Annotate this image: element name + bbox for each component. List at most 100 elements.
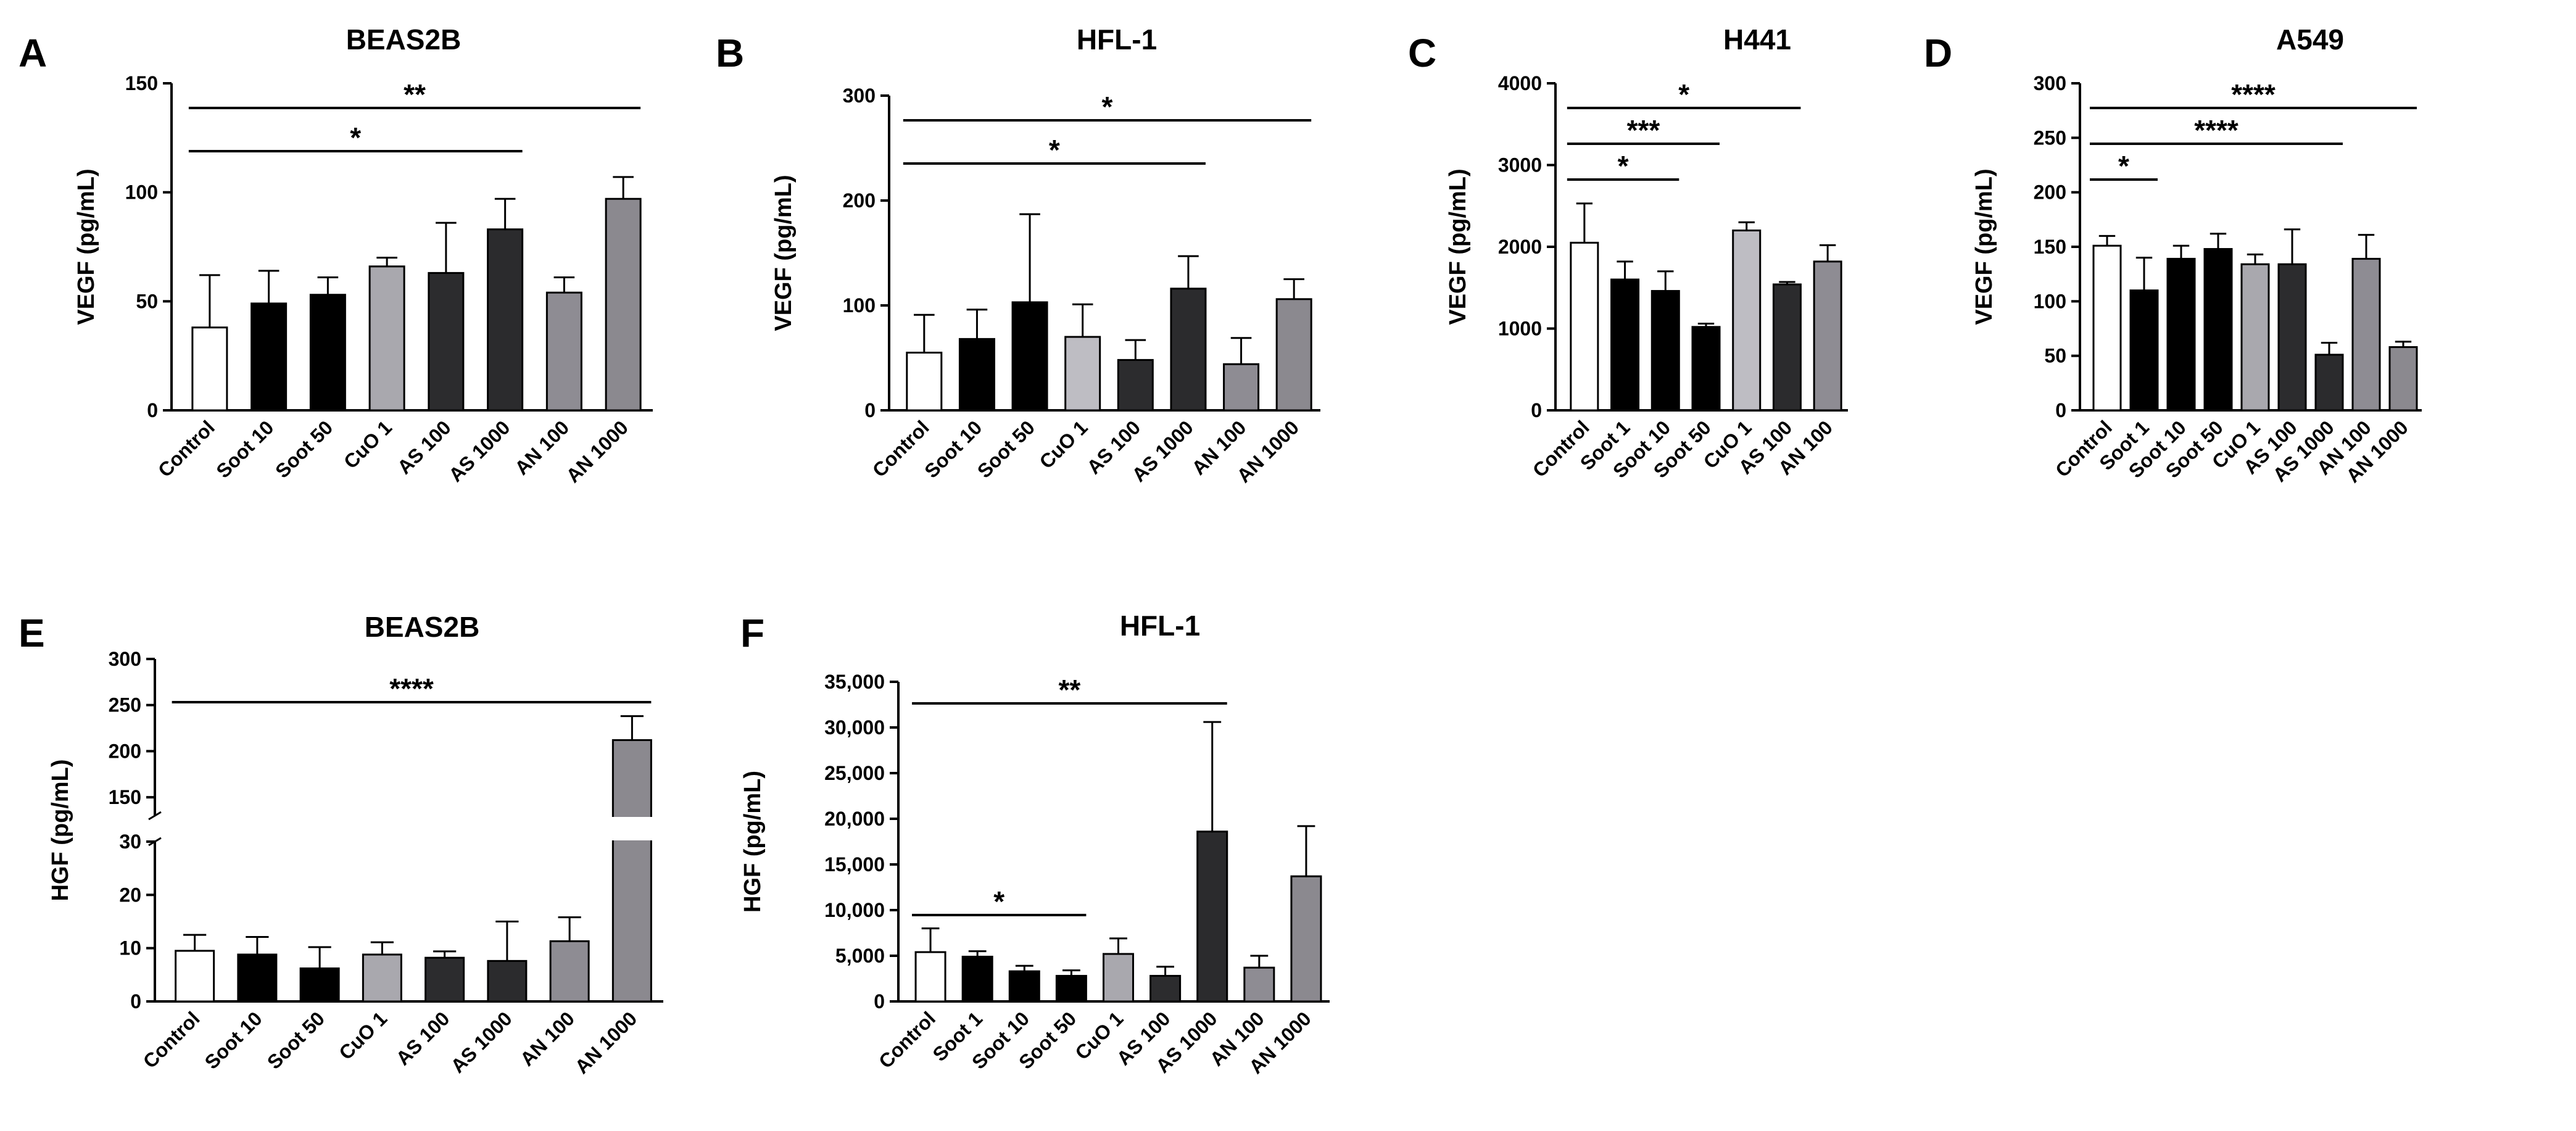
x-tick-label: Soot 10 — [920, 416, 986, 482]
y-tick-label: 200 — [2034, 181, 2066, 204]
x-tick-label: CuO 1 — [334, 1007, 391, 1064]
bar-5 — [1170, 288, 1207, 412]
y-tick-label: 100 — [2034, 290, 2066, 312]
bar-8 — [2388, 346, 2418, 412]
panel-label: A — [19, 31, 47, 75]
x-tick-label: Control — [868, 416, 934, 481]
bar-7 — [611, 739, 652, 1003]
bar-4 — [1732, 230, 1762, 412]
y-tick-label: 150 — [125, 72, 158, 94]
bar-1 — [1610, 278, 1640, 412]
y-axis-label: VEGF (pg/mL) — [1971, 168, 1997, 325]
bar-7 — [1275, 298, 1312, 412]
bar-4 — [1117, 358, 1154, 412]
significance-label: * — [1049, 134, 1060, 166]
x-tick-label: CuO 1 — [339, 416, 396, 473]
chart-title: BEAS2B — [365, 611, 480, 643]
significance-label: * — [1618, 150, 1629, 182]
y-tick-label: 300 — [2034, 72, 2066, 94]
significance-label: *** — [1627, 114, 1660, 146]
bar-3 — [368, 265, 405, 412]
bar-0 — [191, 326, 228, 412]
x-tick-label: Control — [154, 416, 219, 481]
bar-5 — [1772, 283, 1802, 412]
y-tick-label: 300 — [843, 85, 876, 107]
panel-label: B — [716, 31, 744, 75]
chart-title: HFL-1 — [1120, 610, 1200, 642]
bar-0 — [175, 950, 215, 1003]
chart-title: H441 — [1723, 23, 1791, 56]
bar-2 — [1650, 290, 1680, 412]
y-tick-label: 0 — [864, 399, 876, 421]
significance-label: * — [2118, 150, 2129, 182]
y-tick-label: 150 — [109, 786, 141, 808]
significance-label: **** — [389, 673, 434, 705]
axis-break-mark — [148, 811, 162, 821]
bar-6 — [1813, 260, 1842, 412]
x-tick-label: AS 1000 — [446, 1007, 516, 1077]
x-tick-label: AN 1000 — [571, 1007, 642, 1078]
bar-1 — [2129, 289, 2159, 412]
bar-4 — [2240, 263, 2270, 412]
x-tick-label: Soot 10 — [201, 1007, 267, 1073]
bar-7 — [605, 197, 642, 412]
y-tick-label: 25,000 — [824, 762, 885, 784]
y-tick-label: 5,000 — [835, 945, 885, 967]
significance-label: * — [1102, 91, 1113, 123]
bar-2 — [2166, 257, 2196, 412]
y-tick-label: 4000 — [1498, 72, 1542, 94]
bar-3 — [1055, 975, 1087, 1003]
y-tick-label: 20,000 — [824, 808, 885, 830]
y-tick-label: 35,000 — [824, 671, 885, 693]
bar-4 — [425, 956, 465, 1003]
y-tick-label: 10 — [119, 937, 141, 959]
bar-2 — [299, 967, 340, 1003]
bar-5 — [1149, 975, 1182, 1003]
bar-6 — [549, 940, 590, 1003]
panel-label: F — [740, 611, 764, 655]
y-tick-label: 50 — [2044, 345, 2066, 367]
y-tick-label: 3000 — [1498, 154, 1542, 176]
y-tick-label: 250 — [109, 694, 141, 716]
bar-5 — [2277, 263, 2307, 412]
bar-7 — [2351, 257, 2381, 412]
x-tick-label: Soot 50 — [973, 416, 1039, 482]
y-tick-label: 0 — [1531, 399, 1542, 421]
y-tick-label: 30 — [119, 831, 141, 853]
bar-2 — [1008, 970, 1040, 1003]
y-tick-label: 200 — [843, 189, 876, 212]
bar-5 — [487, 959, 528, 1003]
x-tick-label: AN 100 — [516, 1007, 579, 1070]
chart-title: HFL-1 — [1077, 23, 1157, 56]
bar-3 — [1691, 326, 1721, 412]
bar-0 — [906, 352, 943, 412]
y-tick-label: 150 — [2034, 236, 2066, 258]
bar-5 — [487, 228, 524, 412]
bar-0 — [914, 951, 946, 1003]
bar-2 — [309, 294, 346, 412]
significance-label: ** — [1058, 674, 1080, 706]
x-tick-label: Control — [1528, 416, 1594, 481]
y-axis-label: VEGF (pg/mL) — [771, 175, 797, 331]
x-tick-label: AN 1000 — [561, 416, 632, 487]
bar-0 — [1570, 241, 1599, 412]
bar-3 — [362, 953, 402, 1003]
bar-6 — [1196, 831, 1228, 1003]
panel-label: D — [1924, 31, 1952, 75]
x-tick-label: Soot 50 — [271, 416, 337, 482]
y-tick-label: 250 — [2034, 126, 2066, 149]
panel-label: E — [19, 611, 45, 655]
bar-3 — [2203, 248, 2233, 412]
x-tick-label: Soot 10 — [212, 416, 278, 482]
y-tick-label: 0 — [2055, 399, 2066, 421]
y-tick-label: 0 — [874, 990, 885, 1013]
chart-panel-e: E BEAS2B HGF (pg/mL) 0 10 20 30 150 200 250 300 Con… — [19, 611, 663, 1078]
bar-1 — [237, 953, 278, 1003]
significance-label: * — [993, 885, 1004, 918]
bar-break-gap — [610, 817, 654, 840]
chart-title: A549 — [2276, 23, 2344, 56]
bar-6 — [545, 291, 582, 412]
